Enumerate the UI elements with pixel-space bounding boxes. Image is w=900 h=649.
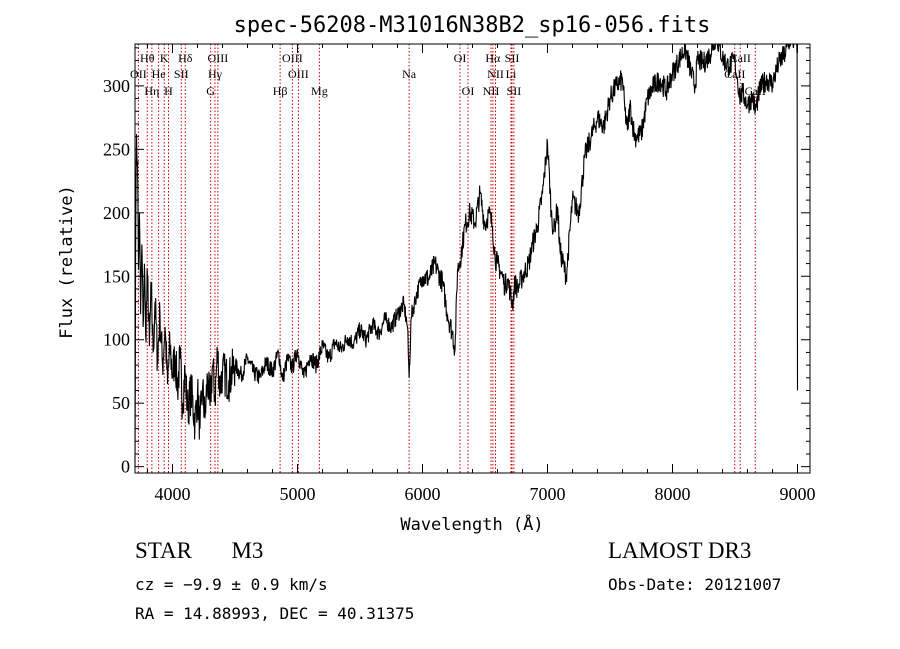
y-tick-label: 50 bbox=[112, 393, 130, 413]
emission-line-label: He bbox=[152, 67, 166, 81]
emission-line-label: Hα bbox=[485, 51, 501, 65]
object-class: STAR bbox=[135, 538, 192, 563]
emission-line-label: Hβ bbox=[273, 84, 288, 98]
emission-line-label: NII bbox=[487, 67, 504, 81]
x-tick-label: 6000 bbox=[405, 484, 441, 504]
emission-line-markers bbox=[137, 44, 756, 473]
x-tick-label: 9000 bbox=[780, 484, 816, 504]
x-tick-label: 4000 bbox=[155, 484, 191, 504]
emission-line-label: OIII bbox=[288, 67, 309, 81]
spectral-class: STAR M3 bbox=[135, 538, 263, 564]
plot-frame bbox=[134, 43, 811, 474]
survey-name: LAMOST DR3 bbox=[608, 538, 752, 563]
y-tick-label: 250 bbox=[103, 139, 130, 159]
emission-line-label: OIII bbox=[208, 51, 229, 65]
emission-line-label: Na bbox=[402, 67, 417, 81]
emission-line-label: Mg bbox=[311, 84, 328, 98]
x-tick-label: 5000 bbox=[280, 484, 316, 504]
emission-line-label: Li bbox=[506, 67, 517, 81]
y-tick-label: 200 bbox=[103, 203, 130, 223]
emission-line-label: K bbox=[160, 51, 169, 65]
emission-line-label: Hθ bbox=[140, 51, 155, 65]
emission-line-label: G bbox=[206, 84, 215, 98]
y-tick-label: 100 bbox=[103, 330, 130, 350]
redshift-velocity: cz = −9.9 ± 0.9 km/s bbox=[135, 575, 328, 594]
emission-line-label: H bbox=[164, 84, 173, 98]
chart-title: spec-56208-M31016N38B2_sp16-056.fits bbox=[234, 13, 711, 38]
emission-line-label: Hδ bbox=[178, 51, 193, 65]
emission-line-label: CaII bbox=[724, 67, 745, 81]
y-tick-label: 150 bbox=[103, 266, 130, 286]
emission-line-label: NII bbox=[483, 84, 500, 98]
emission-line-label: SII bbox=[174, 67, 189, 81]
x-tick-label: 7000 bbox=[530, 484, 566, 504]
emission-line-label: SII bbox=[505, 51, 520, 65]
emission-line-label: Hη bbox=[144, 84, 159, 98]
y-tick-label: 0 bbox=[121, 457, 130, 477]
emission-line-label: CaII bbox=[745, 84, 766, 98]
emission-line-label: SII bbox=[507, 84, 522, 98]
emission-line-label: OII bbox=[130, 67, 147, 81]
emission-line-label: Hγ bbox=[208, 67, 223, 81]
emission-line-labels: Hθ K Hδ OIII OIII OI Hα SII CaII OII He SII Hγ OIII Na… bbox=[130, 51, 766, 98]
emission-line-label: OI bbox=[454, 51, 467, 65]
sky-coordinates: RA = 14.88993, DEC = 40.31375 bbox=[135, 604, 415, 623]
x-tick-label: 8000 bbox=[655, 484, 691, 504]
observation-date: Obs-Date: 20121007 bbox=[608, 575, 782, 594]
emission-line-label: OI bbox=[462, 84, 475, 98]
spectrum-line bbox=[134, 43, 799, 467]
y-axis-label: Flux (relative) bbox=[57, 185, 77, 339]
object-subclass: M3 bbox=[231, 538, 264, 563]
emission-line-label: OIII bbox=[282, 51, 303, 65]
x-axis-label: Wavelength (Å) bbox=[400, 513, 543, 535]
y-tick-label: 300 bbox=[103, 76, 130, 96]
axis-ticks: 4000 5000 6000 7000 8000 9000 0 50 100 150 200 250 3… bbox=[103, 44, 816, 504]
